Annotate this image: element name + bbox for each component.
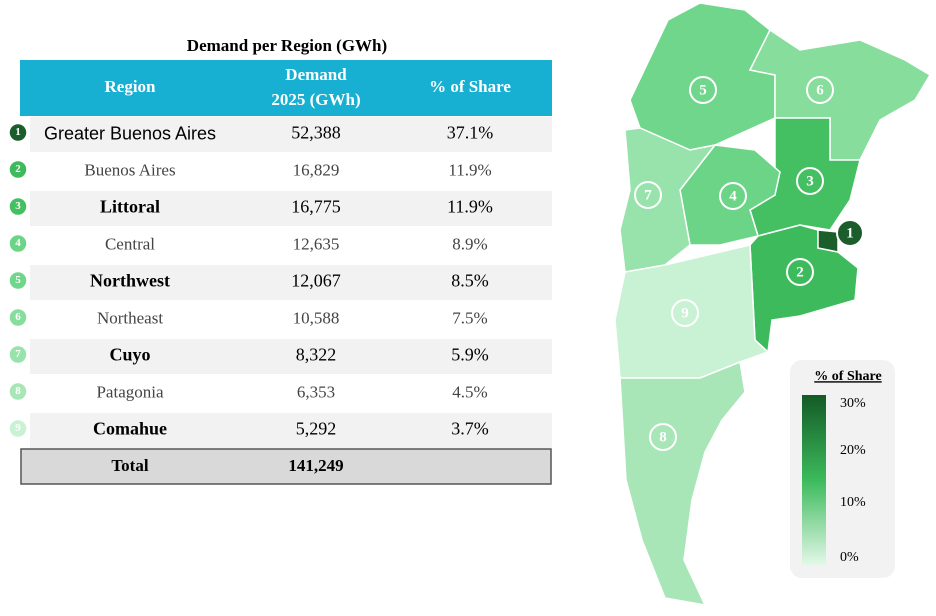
region-cell: Littoral xyxy=(100,197,160,217)
row-badge-number: 7 xyxy=(15,348,21,360)
share-cell: 11.9% xyxy=(448,160,491,179)
row-badge-number: 3 xyxy=(15,200,21,212)
map-badge xyxy=(671,299,699,327)
header-cell: Demand xyxy=(285,65,347,84)
share-cell: 3.7% xyxy=(451,419,489,439)
table-title: Demand per Region (GWh) xyxy=(187,36,387,55)
legend-label: 10% xyxy=(840,495,866,510)
row-background xyxy=(30,339,552,374)
share-cell: 11.9% xyxy=(447,197,493,217)
total-value: 141,249 xyxy=(288,456,343,475)
row-badge-number: 5 xyxy=(15,274,21,286)
share-cell: 8.5% xyxy=(451,271,489,291)
region-cell: Comahue xyxy=(93,419,167,439)
share-cell: 7.5% xyxy=(452,308,487,327)
region-cell: Northeast xyxy=(97,308,163,327)
map: 5 6 3 4 7 2 9 8 1 xyxy=(614,2,932,606)
row-background xyxy=(30,117,552,152)
row-background xyxy=(30,413,552,448)
legend-gradient xyxy=(802,395,826,565)
row-badge xyxy=(8,196,28,217)
map-badge-label: 9 xyxy=(681,305,689,321)
map-badge xyxy=(719,182,747,210)
map-badge xyxy=(649,423,677,451)
header-cell: Region xyxy=(105,77,157,96)
region-cell: Northwest xyxy=(90,271,170,291)
share-cell: 4.5% xyxy=(452,382,487,401)
share-cell: 37.1% xyxy=(447,123,494,143)
row-background xyxy=(30,191,552,226)
table-body: 1 Greater Buenos Aires 52,388 37.1% 2 Buenos … xyxy=(8,117,552,448)
map-region xyxy=(817,229,839,253)
map-badge xyxy=(786,258,814,286)
row-background xyxy=(30,265,552,300)
row-badge-number: 2 xyxy=(15,163,21,175)
demand-cell: 12,635 xyxy=(293,234,340,253)
map-badge xyxy=(796,167,824,195)
header-row xyxy=(20,60,552,116)
row-badge xyxy=(8,159,28,180)
legend-label: 20% xyxy=(840,443,866,458)
map-region xyxy=(619,127,717,273)
row-badge xyxy=(8,381,28,402)
legend-title: % of Share xyxy=(814,369,881,384)
share-cell: 5.9% xyxy=(451,345,489,365)
row-badge-number: 1 xyxy=(15,126,21,138)
demand-cell: 8,322 xyxy=(296,345,337,365)
header-cell: 2025 (GWh) xyxy=(271,90,360,109)
map-badge-label: 7 xyxy=(644,187,652,203)
map-badge-label: 2 xyxy=(796,264,804,280)
row-badge-number: 9 xyxy=(15,422,21,434)
row-badge xyxy=(8,307,28,328)
map-badge xyxy=(836,219,864,247)
row-badge-number: 8 xyxy=(15,385,21,397)
map-badge-label: 1 xyxy=(846,225,854,241)
map-badge-label: 8 xyxy=(659,429,667,445)
map-badge xyxy=(689,76,717,104)
row-badge xyxy=(8,233,28,254)
legend-label: 0% xyxy=(840,550,859,565)
region-cell: Buenos Aires xyxy=(84,160,175,179)
map-badge xyxy=(806,76,834,104)
region-cell: Cuyo xyxy=(109,345,150,365)
region-cell: Central xyxy=(105,234,155,253)
row-badge xyxy=(8,122,28,143)
demand-cell: 16,775 xyxy=(291,197,341,217)
header-cell: % of Share xyxy=(429,77,511,96)
region-cell: Greater Buenos Aires xyxy=(44,123,216,143)
total-row xyxy=(20,448,552,485)
demand-cell: 10,588 xyxy=(293,308,340,327)
row-badge-number: 6 xyxy=(15,311,21,323)
share-cell: 8.9% xyxy=(452,234,487,253)
row-badge xyxy=(8,344,28,365)
demand-cell: 12,067 xyxy=(291,271,341,291)
total-label: Total xyxy=(111,456,148,475)
demand-cell: 5,292 xyxy=(296,419,337,439)
row-badge-number: 4 xyxy=(15,237,21,249)
map-badge-label: 6 xyxy=(816,82,824,98)
demand-cell: 6,353 xyxy=(297,382,335,401)
map-badge-label: 5 xyxy=(699,82,707,98)
row-badge xyxy=(8,418,28,439)
demand-cell: 16,829 xyxy=(293,160,340,179)
map-badge-label: 4 xyxy=(729,188,737,204)
map-badge xyxy=(634,181,662,209)
demand-cell: 52,388 xyxy=(291,123,341,143)
region-cell: Patagonia xyxy=(96,382,163,401)
legend-label: 30% xyxy=(840,396,866,411)
row-badge xyxy=(8,270,28,291)
map-badge-label: 3 xyxy=(806,173,814,189)
map-region xyxy=(619,360,746,606)
